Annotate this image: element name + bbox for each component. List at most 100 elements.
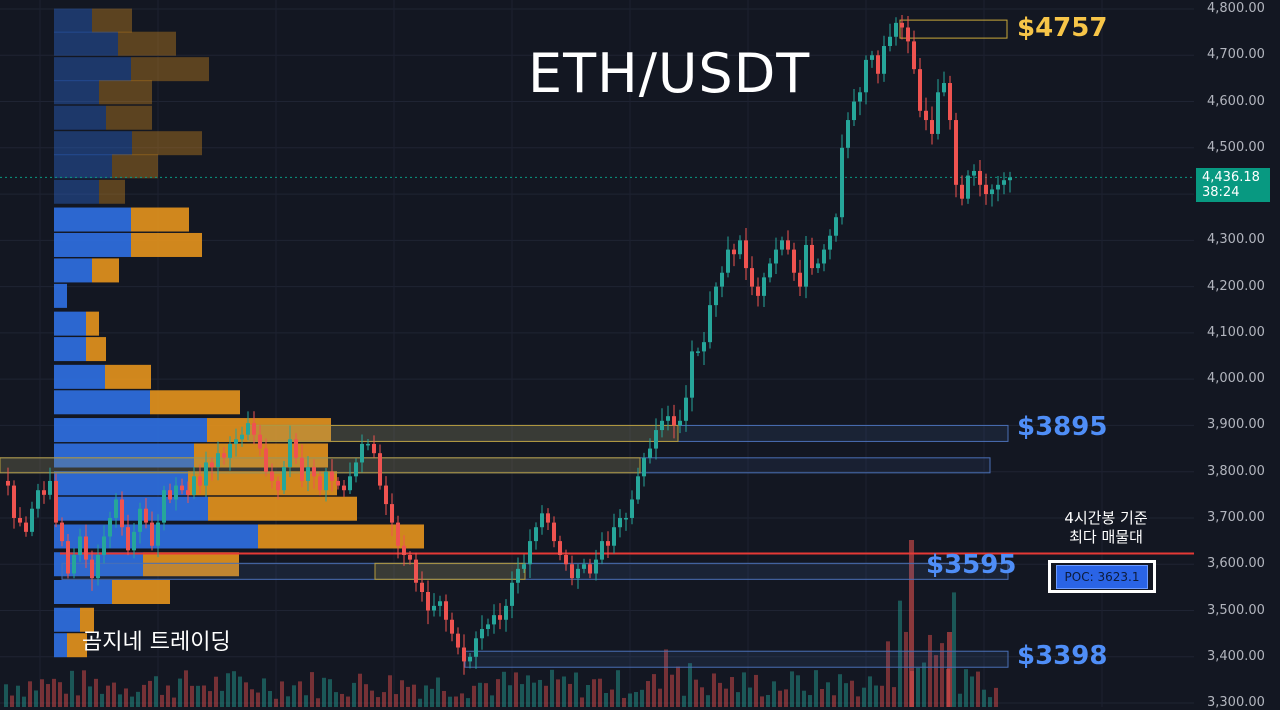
candle-body [276,480,280,491]
volume-bar [970,676,974,707]
candle-body [462,647,466,662]
candle-body [642,457,646,477]
volume-bar [40,679,44,707]
volume-bar [940,643,944,707]
y-tick-label: 3,400.00 [1207,648,1265,664]
volume-bar [130,696,134,707]
volume-bar [658,688,662,707]
candle-body [24,522,28,532]
volume-bar [856,696,860,707]
candle-body [558,541,562,555]
volume-bar [496,679,500,707]
candle-body [948,83,952,121]
volume-bar [814,670,818,707]
candle-body [162,490,166,523]
volume-bar [976,671,980,707]
volume-bar [310,672,314,707]
poc-note-line-1: 4시간봉 기준 [1064,509,1148,527]
candle-body [522,564,526,569]
volume-bar [580,697,584,707]
candle-body [192,476,196,495]
profile-buy-bar [54,580,112,605]
candle-body [654,430,658,449]
y-tick-label: 3,700.00 [1207,509,1265,525]
volume-bar [484,683,488,707]
profile-sell-bar [80,607,94,632]
volume-bar [616,670,620,707]
candle-body [138,508,142,532]
profile-sell-bar [92,258,119,283]
candle-body [348,476,352,491]
y-tick-label: 3,600.00 [1207,556,1265,572]
volume-bar [280,681,284,707]
profile-sell-bar [112,154,158,179]
candle-body [780,240,784,250]
volume-bar [358,673,362,707]
candle-body [342,485,346,491]
volume-bar [790,671,794,707]
volume-bar [70,670,74,707]
profile-sell-bar [131,207,189,232]
profile-sell-bar [207,418,331,443]
profile-sell-bar [106,105,152,130]
candle-body [756,286,760,296]
volume-bar [316,698,320,707]
candle-body [888,36,892,47]
volume-bar [376,697,380,707]
volume-bar [796,675,800,707]
volume-bar [46,684,50,707]
volume-bar [832,695,836,707]
candle-body [120,499,124,528]
volume-bar [958,693,962,707]
volume-bar [142,684,146,707]
volume-bar [586,684,590,707]
y-tick-label: 4,000.00 [1207,371,1265,387]
profile-sell-bar [132,131,202,156]
candle-body [240,434,244,440]
candle-body [372,443,376,454]
volume-bar [172,697,176,707]
profile-sell-bar [131,57,209,82]
candle-body [168,490,172,500]
profile-buy-bar [54,283,67,308]
volume-bar [424,685,428,707]
profile-sell-bar [112,580,170,605]
candle-body [228,443,232,458]
candle-body [354,462,358,477]
candle-body [420,582,424,593]
candle-body [906,27,910,42]
volume-bar [964,669,968,707]
candle-body [720,272,724,287]
volume-bar [538,679,542,707]
profile-buy-bar [54,258,92,283]
candle-body [624,517,628,520]
candle-body [660,420,664,431]
candle-body [294,439,298,458]
profile-buy-bar [54,207,131,232]
candle-body [678,420,682,426]
volume-bar [100,693,104,707]
candle-body [594,559,598,574]
candle-body [318,476,322,491]
candle-body [978,170,982,185]
volume-bar [16,685,20,707]
volume-bar [430,688,434,707]
profile-buy-bar [54,471,188,496]
volume-bar [52,678,56,707]
candle-body [210,462,214,468]
price-axis[interactable]: 4,800.004,700.004,600.004,500.004,400.00… [1194,0,1280,710]
profile-buy-bar [54,232,131,257]
candle-body [54,480,58,523]
candle-body [378,453,382,486]
volume-bar [88,686,92,707]
candle-body [306,467,310,481]
candle-body [396,522,400,546]
candle-body [486,624,490,630]
volume-bar [652,674,656,707]
profile-sell-bar [131,232,202,257]
volume-bar [148,680,152,707]
profile-buy-bar [54,154,112,179]
candle-body [72,554,76,574]
candle-body [546,513,550,523]
profile-sell-bar [99,179,125,204]
